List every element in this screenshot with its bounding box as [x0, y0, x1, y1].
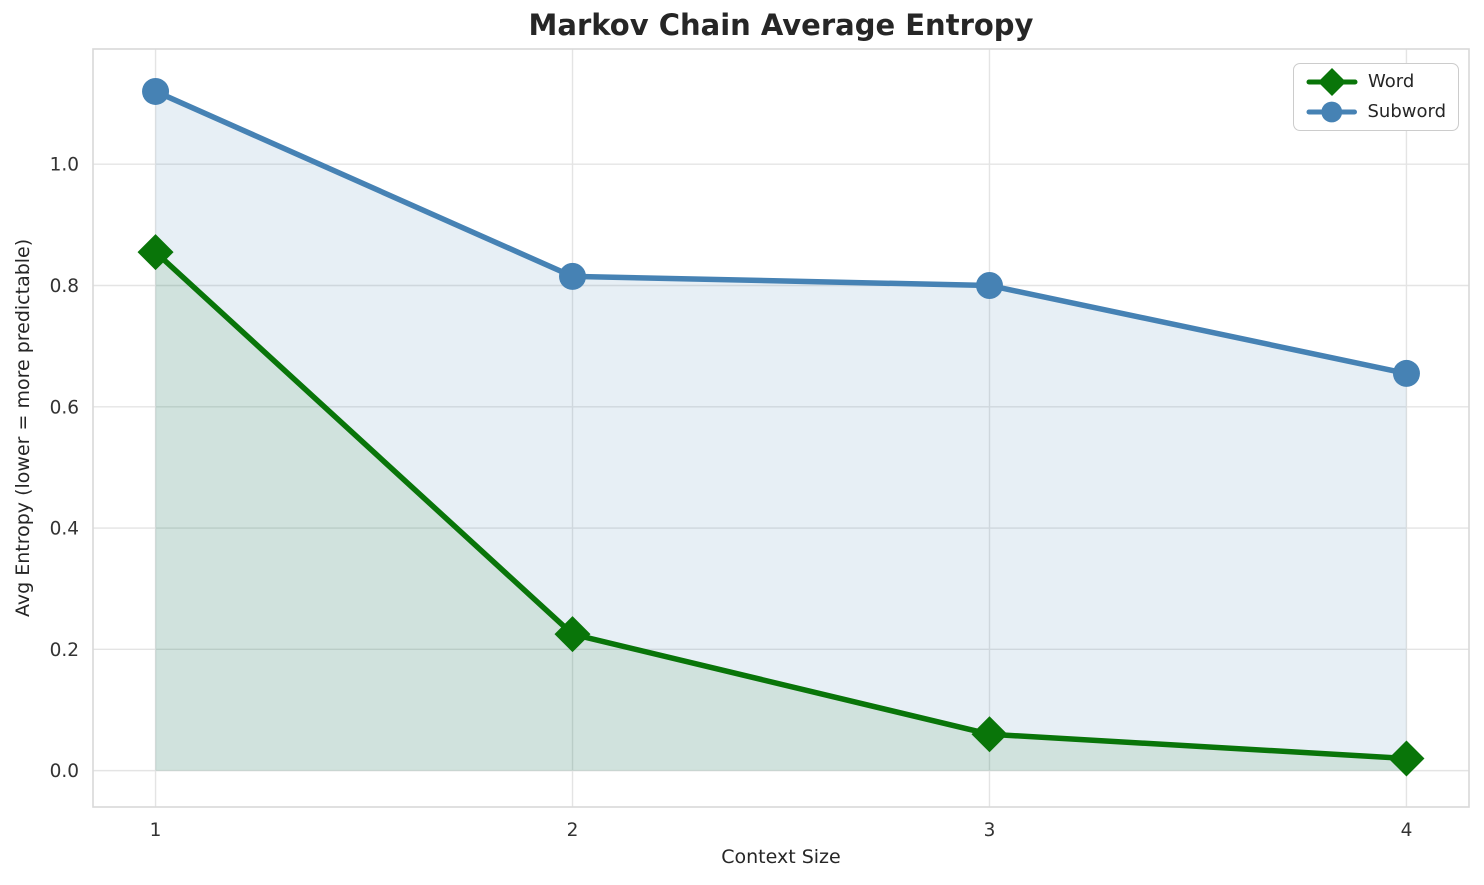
data-point-word: [971, 716, 1008, 753]
y-tick-label: 0.8: [50, 276, 79, 297]
y-tick-label: 0.4: [50, 519, 79, 540]
x-tick-label: 2: [567, 820, 579, 841]
legend: Word Subword: [1293, 63, 1459, 131]
y-tick-label: 0.6: [50, 397, 79, 418]
data-point-subword: [142, 77, 170, 105]
x-tick-label: 3: [984, 820, 996, 841]
series-line-word: [152, 249, 1410, 762]
legend-label: Subword: [1367, 101, 1446, 123]
legend-label: Word: [1368, 70, 1415, 92]
area-fill-word: [155, 252, 1407, 771]
x-tick-label: 1: [150, 820, 162, 841]
series-line-subword: [152, 88, 1410, 377]
plot-background: [93, 49, 1469, 807]
chart-title: Markov Chain Average Entropy: [528, 8, 1034, 42]
legend-marker-shape: [1318, 67, 1346, 96]
y-tick-label: 0.0: [50, 761, 79, 782]
data-point-subword: [559, 262, 587, 290]
legend-item-subword: Subword: [1306, 97, 1446, 127]
data-point-subword: [1392, 359, 1420, 387]
legend-marker-shape: [1321, 101, 1343, 123]
x-axis-label: Context Size: [721, 846, 841, 868]
plot-border: [92, 48, 1470, 808]
data-point-word: [554, 616, 591, 653]
data-point-subword: [975, 271, 1003, 299]
x-tick-label: 4: [1401, 820, 1413, 841]
y-tick-label: 0.2: [50, 640, 79, 661]
data-point-word: [1388, 740, 1425, 777]
circle-legend-marker-icon: [1306, 101, 1357, 123]
y-axis-label: Avg Entropy (lower = more predictable): [12, 238, 34, 618]
data-point-word: [137, 234, 174, 271]
y-tick-label: 1.0: [50, 155, 79, 176]
area-fill-subword: [155, 91, 1407, 771]
diamond-legend-marker-icon: [1306, 67, 1358, 96]
legend-item-word: Word: [1306, 67, 1446, 97]
